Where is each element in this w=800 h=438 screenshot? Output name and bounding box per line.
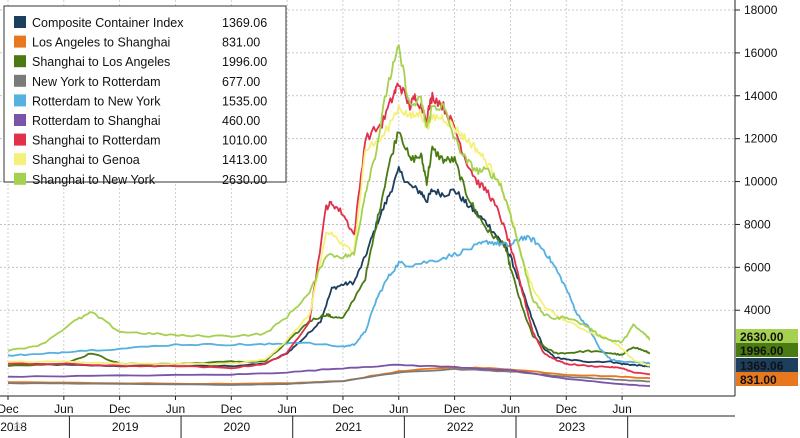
end-tag-label: 1996.00 [740, 344, 784, 358]
x-tick-label: Jun [54, 402, 73, 416]
legend-series-value: 1413.00 [222, 153, 267, 167]
legend-swatch [14, 114, 26, 126]
y-tick-label: 10000 [744, 175, 778, 189]
series-line [7, 234, 651, 365]
series-line [7, 367, 650, 386]
legend-series-value: 831.00 [222, 36, 260, 50]
series-line [7, 363, 651, 387]
legend-series-name: Shanghai to Rotterdam [32, 134, 161, 148]
x-tick-label: Dec [444, 402, 465, 416]
legend-series-value: 460.00 [222, 114, 260, 128]
x-tick-label: Dec [109, 402, 130, 416]
legend-series-name: Shanghai to Genoa [32, 153, 140, 167]
x-tick-label: Dec [221, 402, 242, 416]
legend-series-name: Rotterdam to New York [32, 94, 161, 108]
legend-swatch [14, 153, 26, 166]
x-year-label: 2018 [0, 420, 27, 434]
x-tick-label: Jun [166, 402, 185, 416]
x-year-label: 2021 [335, 420, 362, 434]
x-year-label: 2019 [112, 420, 139, 434]
legend-swatch [14, 133, 26, 146]
y-tick-label: 14000 [744, 89, 778, 103]
legend-series-value: 2630.00 [222, 173, 267, 187]
end-tag-box [736, 343, 798, 357]
legend-swatch [14, 172, 26, 185]
series-line [7, 82, 651, 376]
x-tick-label: Jun [612, 402, 631, 416]
x-year-label: 2022 [447, 420, 474, 434]
legend-series-value: 1996.00 [222, 55, 267, 69]
legend-swatch [14, 74, 26, 87]
legend-series-value: 1535.00 [222, 94, 267, 108]
y-tick-label: 16000 [744, 46, 778, 60]
legend-series-name: Shanghai to Los Angeles [32, 55, 170, 69]
y-tick-label: 12000 [744, 132, 778, 146]
end-tag-box [736, 358, 798, 372]
x-tick-label: Jun [277, 402, 296, 416]
series-line [8, 166, 651, 368]
legend-series-value: 677.00 [222, 75, 260, 89]
gridlines [0, 0, 735, 396]
end-tag-label: 831.00 [740, 373, 777, 387]
legend-series-name: Composite Container Index [32, 16, 184, 30]
watermark-text: 六 [12, 420, 23, 433]
x-tick-label: Jun [501, 402, 520, 416]
series-lines [7, 44, 651, 387]
legend-box [3, 5, 287, 183]
legend-series-name: Los Angeles to Shanghai [32, 36, 170, 50]
end-tag-box [736, 329, 798, 343]
legend-series-name: Rotterdam to Shanghai [32, 114, 161, 128]
x-year-label: 2020 [224, 420, 251, 434]
series-line [7, 44, 651, 352]
legend: Composite Container Index 1369.06 Los Ange… [3, 5, 287, 187]
x-tick-label: Jun [389, 402, 408, 416]
end-tag-label: 2630.00 [740, 330, 784, 344]
y-tick-label: 4000 [744, 303, 771, 317]
end-tag-box [736, 372, 798, 386]
x-axis: Dec Jun Dec Jun Dec Jun Dec Jun Dec Jun Dec Jun 2018… [0, 395, 735, 438]
legend-series-value: 1369.06 [222, 16, 267, 30]
legend-series-value: 1010.00 [222, 134, 267, 148]
legend-series-name: Shanghai to New York [32, 173, 156, 187]
legend-swatch [14, 35, 26, 48]
x-tick-label: Dec [556, 402, 577, 416]
x-tick-label: Dec [0, 402, 19, 416]
legend-swatch [14, 94, 26, 107]
end-tag-label: 1369.06 [740, 359, 784, 373]
y-axis-ticks: 4000 6000 8000 10000 12000 14000 16000 18000 [735, 3, 778, 317]
y-tick-label: 18000 [744, 3, 778, 17]
y-tick-label: 6000 [744, 260, 771, 274]
y-tick-label: 8000 [744, 217, 771, 231]
legend-series-name: New York to Rotterdam [32, 75, 161, 89]
x-tick-label: Dec [332, 402, 353, 416]
legend-swatch [14, 55, 26, 68]
x-year-label: 2023 [558, 420, 585, 434]
legend-swatch [14, 16, 26, 28]
